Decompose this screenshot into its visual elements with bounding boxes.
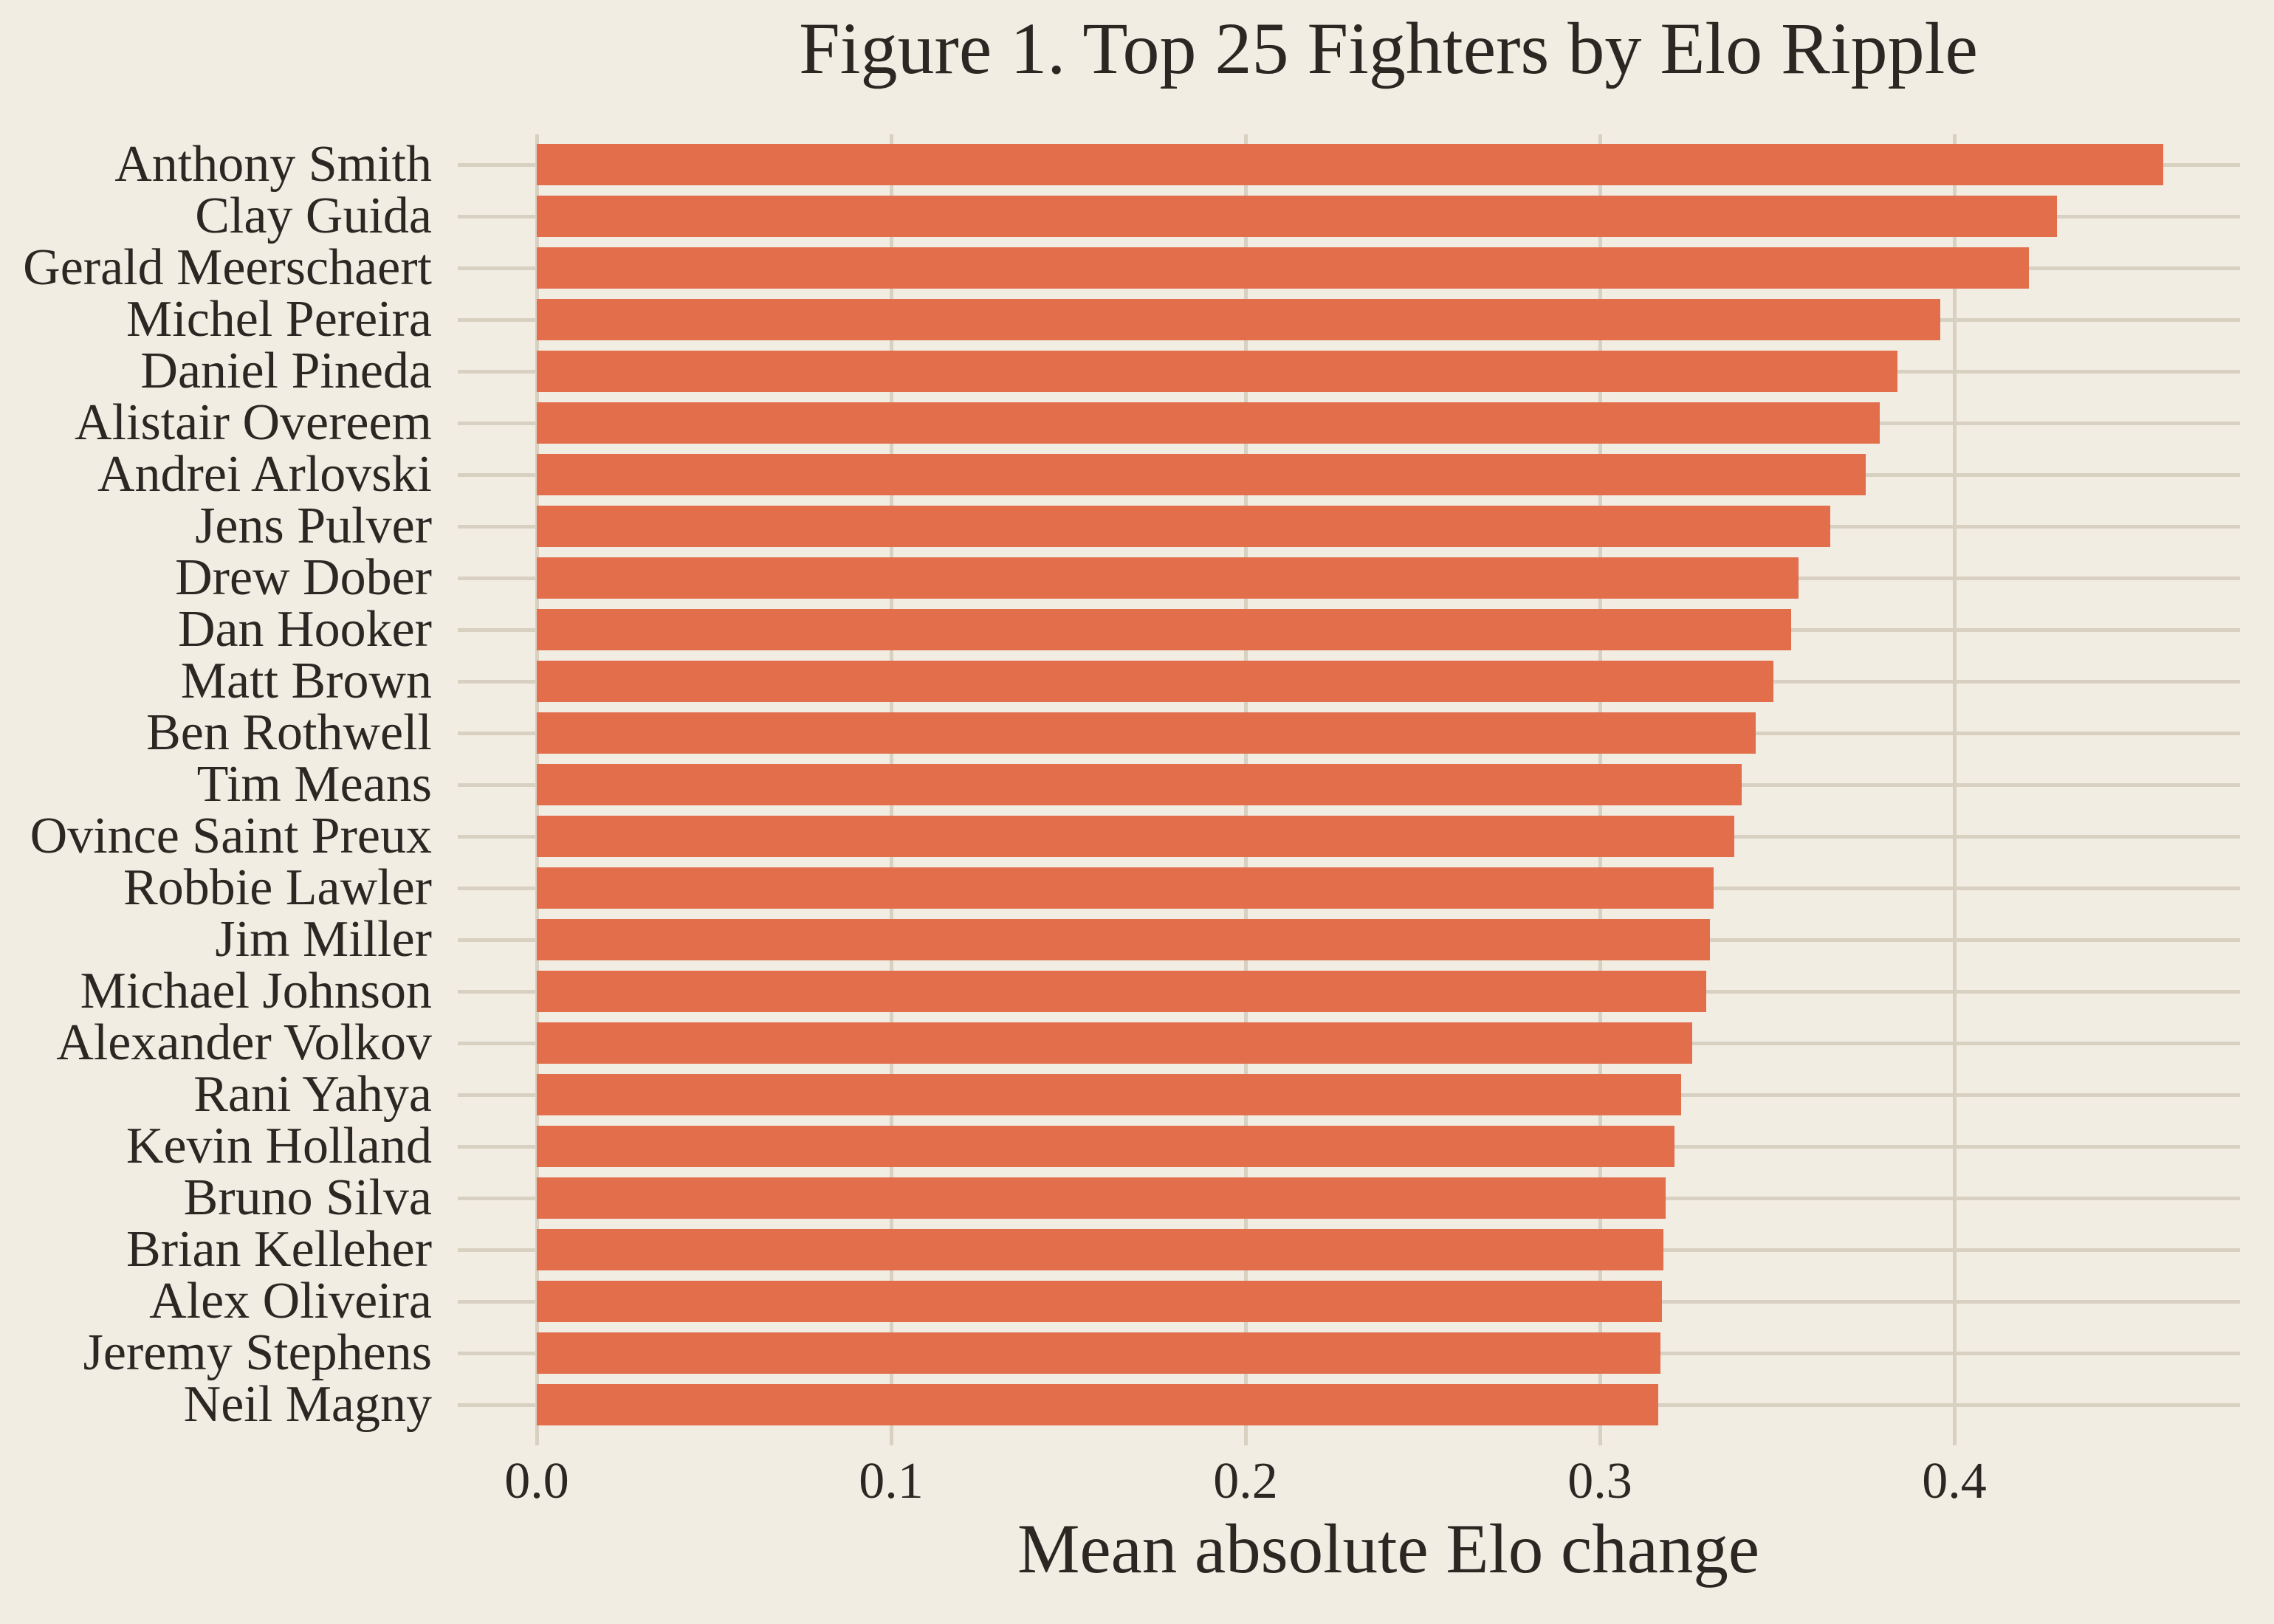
x-tick-label: 0.3	[1567, 1453, 1632, 1510]
y-tick-label-matt-brown: Matt Brown	[180, 653, 432, 709]
bar-brian-kelleher	[537, 1229, 1663, 1270]
y-tick-label-anthony-smith: Anthony Smith	[114, 136, 432, 193]
bar-daniel-pineda	[537, 351, 1897, 392]
bar-robbie-lawler	[537, 867, 1714, 909]
x-gridline	[1953, 134, 1957, 1425]
y-tick-label-drew-dober: Drew Dober	[175, 549, 432, 606]
bar-kevin-holland	[537, 1126, 1674, 1167]
x-tick-label: 0.0	[504, 1453, 569, 1510]
bar-tim-means	[537, 764, 1742, 805]
y-tick-label-daniel-pineda: Daniel Pineda	[140, 343, 432, 399]
y-tick-label-alex-oliveira: Alex Oliveira	[149, 1273, 432, 1329]
y-tick-label-michael-johnson: Michael Johnson	[80, 963, 432, 1019]
x-tick-label: 0.1	[859, 1453, 924, 1510]
y-tick-label-tim-means: Tim Means	[196, 756, 432, 813]
plot-area	[458, 134, 2240, 1425]
y-tick-label-jeremy-stephens: Jeremy Stephens	[83, 1324, 432, 1381]
y-tick-label-clay-guida: Clay Guida	[195, 187, 432, 244]
y-tick-label-alexander-volkov: Alexander Volkov	[56, 1014, 432, 1071]
y-tick-label-alistair-overeem: Alistair Overeem	[75, 394, 432, 451]
bar-michael-johnson	[537, 971, 1706, 1012]
bar-matt-brown	[537, 661, 1773, 702]
bar-alexander-volkov	[537, 1022, 1692, 1064]
bar-neil-magny	[537, 1384, 1658, 1425]
y-tick-label-gerald-meerschaert: Gerald Meerschaert	[23, 239, 432, 296]
y-tick-label-dan-hooker: Dan Hooker	[177, 601, 432, 658]
x-tickmark	[535, 1425, 539, 1445]
y-tick-label-ben-rothwell: Ben Rothwell	[146, 704, 432, 761]
bar-bruno-silva	[537, 1177, 1666, 1219]
bar-rani-yahya	[537, 1074, 1681, 1115]
bar-dan-hooker	[537, 609, 1791, 650]
y-tick-label-ovince-saint-preux: Ovince Saint Preux	[30, 808, 432, 864]
y-tick-label-neil-magny: Neil Magny	[183, 1376, 432, 1433]
bar-clay-guida	[537, 196, 2057, 237]
x-tick-label: 0.4	[1922, 1453, 1987, 1510]
chart-title: Figure 1. Top 25 Fighters by Elo Ripple	[799, 7, 1978, 89]
y-tick-label-kevin-holland: Kevin Holland	[126, 1118, 432, 1174]
bar-ben-rothwell	[537, 712, 1756, 754]
y-tick-label-jim-miller: Jim Miller	[215, 911, 432, 968]
x-tickmark	[1244, 1425, 1248, 1445]
bar-anthony-smith	[537, 144, 2163, 185]
y-tick-label-rani-yahya: Rani Yahya	[193, 1066, 432, 1123]
bar-drew-dober	[537, 557, 1799, 599]
x-tickmark	[1598, 1425, 1602, 1445]
bar-gerald-meerschaert	[537, 247, 2029, 289]
bar-jeremy-stephens	[537, 1332, 1660, 1374]
x-axis-title: Mean absolute Elo change	[1017, 1510, 1760, 1588]
bar-alex-oliveira	[537, 1281, 1662, 1322]
y-tick-label-robbie-lawler: Robbie Lawler	[123, 859, 432, 916]
y-tick-label-brian-kelleher: Brian Kelleher	[126, 1221, 432, 1278]
x-tick-label: 0.2	[1213, 1453, 1278, 1510]
y-tick-label-jens-pulver: Jens Pulver	[195, 498, 432, 554]
bar-michel-pereira	[537, 299, 1940, 340]
bar-jim-miller	[537, 919, 1710, 960]
x-tickmark	[1953, 1425, 1957, 1445]
bar-jens-pulver	[537, 506, 1830, 547]
bar-alistair-overeem	[537, 402, 1880, 444]
x-tickmark	[890, 1425, 893, 1445]
bar-ovince-saint-preux	[537, 816, 1734, 857]
y-tick-label-bruno-silva: Bruno Silva	[183, 1169, 432, 1226]
bar-andrei-arlovski	[537, 454, 1866, 495]
y-tick-label-michel-pereira: Michel Pereira	[126, 291, 432, 348]
y-tick-label-andrei-arlovski: Andrei Arlovski	[97, 446, 432, 503]
